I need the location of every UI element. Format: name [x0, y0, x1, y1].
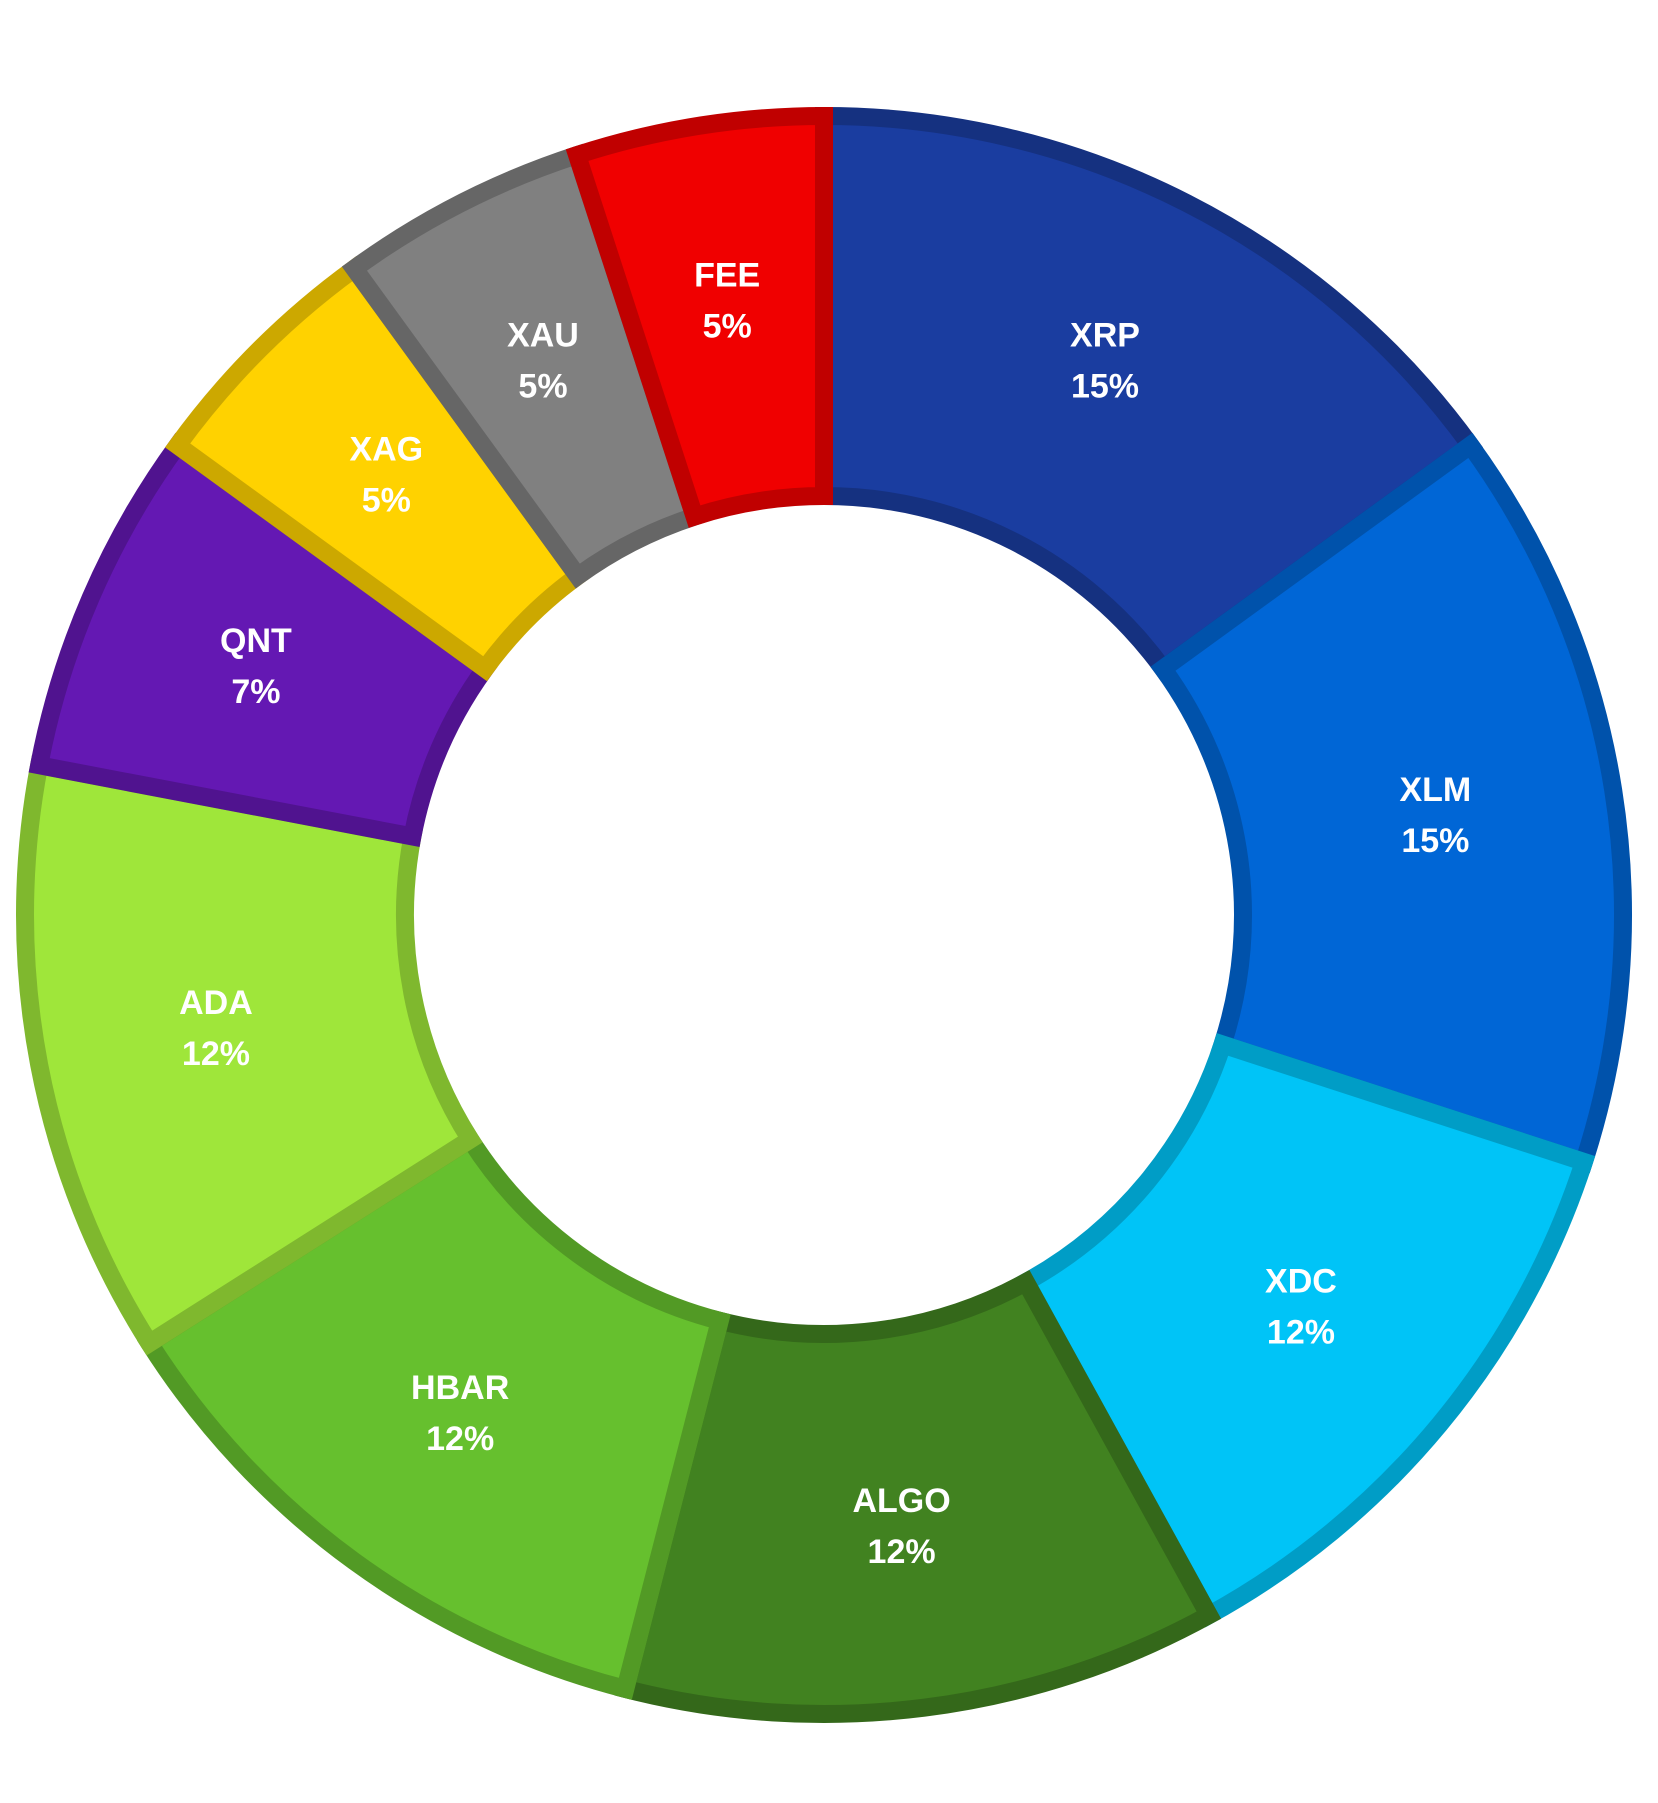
slice-value-label: 7% [231, 673, 280, 711]
slice-value-label: 12% [182, 1035, 250, 1073]
donut-slice [1013, 1033, 1596, 1628]
slice-name: QNT [220, 622, 292, 660]
slice-name: FEE [694, 257, 760, 295]
slice-value-label: 12% [1267, 1314, 1335, 1352]
slice-value-label: 5% [518, 367, 567, 405]
donut-slice [1150, 432, 1632, 1174]
slice-value-label: 12% [426, 1420, 494, 1458]
donut-slice [136, 1127, 731, 1700]
slice-name: HBAR [411, 1369, 509, 1407]
slice-value-label: 5% [362, 481, 411, 519]
slice-name: ALGO [852, 1482, 950, 1520]
slice-value-label: 12% [868, 1533, 936, 1571]
donut-slice [614, 1269, 1222, 1723]
donut-slice [565, 106, 833, 528]
slice-name: XAG [349, 430, 423, 468]
slice-name: ADA [179, 984, 253, 1022]
donut-slice [16, 754, 483, 1356]
slice-value-label: 15% [1071, 367, 1139, 405]
slice-value-label: 5% [703, 308, 752, 346]
slice-name: XRP [1070, 316, 1140, 354]
donut-slice [815, 106, 1483, 682]
slice-name: XDC [1265, 1263, 1337, 1301]
slice-value-label: 15% [1401, 822, 1469, 860]
slice-name: XAU [507, 316, 579, 354]
slice-name: XLM [1399, 771, 1471, 809]
